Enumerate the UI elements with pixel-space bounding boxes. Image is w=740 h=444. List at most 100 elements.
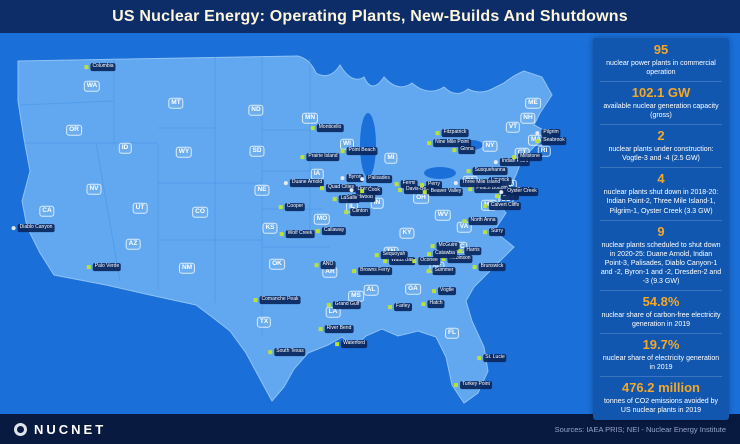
stat-block: 476.2 million tonnes of CO2 emissions avo… — [600, 376, 722, 415]
plant-marker: Calvert Cliffs — [482, 202, 522, 210]
operating-plant-icon — [314, 263, 319, 267]
plant-marker: Diablo Canyon — [11, 224, 55, 232]
shutdown-plant-icon — [340, 176, 345, 180]
plant-name: Palo Verde — [92, 263, 122, 271]
state-label-mi: MI — [384, 152, 398, 164]
plant-marker: Catawba — [427, 250, 457, 258]
shutdown-plant-icon — [493, 160, 498, 164]
state-label-ks: KS — [262, 222, 278, 234]
operating-plant-icon — [344, 210, 349, 214]
plant-name: Robinson — [447, 255, 473, 263]
stat-block: 54.8% nuclear share of carbon-free electr… — [600, 290, 722, 329]
plant-name: Grand Gulf — [332, 301, 362, 309]
plant-name: Browns Ferry — [358, 267, 392, 275]
plant-name: Prairie Island — [306, 153, 340, 161]
state-label-or: OR — [66, 124, 82, 136]
plant-marker: Susquehanna — [466, 167, 508, 175]
plant-marker: Fitzpatrick — [435, 129, 469, 137]
operating-plant-icon — [352, 269, 357, 273]
plant-marker: LaSalle — [332, 195, 360, 203]
plant-marker: Callaway — [315, 227, 347, 235]
plant-marker: South Texas — [268, 348, 306, 356]
plant-name: Millstone — [518, 153, 542, 161]
state-label-me: ME — [525, 97, 541, 109]
stat-value: 54.8% — [642, 294, 680, 309]
plant-name: Cook — [366, 187, 382, 195]
plant-name: River Bend — [324, 325, 354, 333]
plant-marker: Hatch — [421, 300, 445, 308]
stat-value: 4 — [657, 171, 665, 187]
brand-name: NUCNET — [34, 421, 107, 437]
operating-plant-icon — [360, 189, 365, 193]
state-label-ia: IA — [310, 168, 324, 180]
operating-plant-icon — [432, 289, 437, 293]
state-label-vt: VT — [505, 121, 521, 133]
plant-name: South Texas — [274, 348, 306, 356]
plant-marker: Robinson — [441, 255, 473, 263]
shutdown-plant-icon — [535, 131, 540, 135]
plant-name: Hatch — [427, 300, 445, 308]
plant-marker: Cook — [360, 187, 382, 195]
state-label-nd: ND — [248, 104, 264, 116]
plant-name: Ginna — [458, 146, 476, 154]
plant-name: Farley — [394, 303, 412, 311]
state-label-mt: MT — [168, 97, 184, 109]
plant-marker: Grand Gulf — [326, 301, 362, 309]
plant-marker: Peach Bottom — [468, 185, 510, 193]
plant-name: Three Mile Island — [459, 179, 503, 187]
plant-marker: Waterford — [335, 340, 367, 348]
plant-marker: Ginna — [452, 146, 476, 154]
stat-value: 2 — [657, 128, 665, 144]
plant-marker: Harris — [458, 247, 482, 255]
stat-value: 95 — [653, 42, 669, 57]
plant-marker: Clinton — [344, 208, 370, 216]
shutdown-plant-icon — [283, 181, 288, 185]
stat-description: nuclear share of carbon-free electricity… — [601, 311, 721, 329]
plant-name: ANO — [320, 261, 336, 269]
plant-name: Seabrook — [541, 137, 567, 145]
plant-marker: Davis-Besse — [397, 186, 437, 194]
brand: NUCNET — [14, 422, 106, 437]
plant-marker: Fermi — [394, 180, 418, 188]
plant-name: St. Lucie — [483, 354, 507, 362]
plant-name: Braidwood — [347, 194, 375, 202]
plant-marker: Turkey Point — [454, 381, 492, 389]
operating-plant-icon — [454, 383, 459, 387]
plant-name: Davis-Besse — [403, 186, 437, 194]
plant-marker: Watts Bar — [383, 257, 415, 265]
operating-plant-icon — [388, 305, 393, 309]
plant-name: Byron — [346, 174, 364, 182]
state-label-ms: MS — [348, 290, 364, 302]
plant-name: Watts Bar — [389, 257, 415, 265]
plant-name: Palisades — [366, 175, 392, 183]
plant-name: Brunswick — [478, 263, 506, 271]
plant-name: Comanche Peak — [259, 296, 301, 304]
sources-text: Sources: IAEA PRIS; NEI - Nuclear Energy… — [554, 424, 726, 434]
plant-name: Callaway — [321, 227, 347, 235]
stat-block: 19.7% nuclear share of electricity genera… — [600, 333, 722, 372]
operating-plant-icon — [483, 230, 488, 234]
plant-marker: Oconee — [412, 257, 440, 265]
state-label-az: AZ — [125, 238, 141, 250]
state-label-mo: MO — [313, 213, 331, 225]
plant-name: Point Beach — [346, 147, 378, 155]
plant-marker: Farley — [388, 303, 412, 311]
plant-marker: Indian Point — [493, 158, 531, 166]
plant-marker: Beaver Valley — [422, 188, 464, 196]
page-title: US Nuclear Energy: Operating Plants, New… — [112, 7, 628, 25]
operating-plant-icon — [279, 232, 284, 236]
stat-description: available nuclear generation capacity (g… — [603, 103, 719, 120]
operating-plant-icon — [435, 131, 440, 135]
state-label-nv: NV — [86, 183, 102, 195]
shutdown-plant-icon — [11, 226, 16, 230]
plant-name: Vogtle — [438, 287, 456, 295]
plant-marker: Point Beach — [340, 147, 378, 155]
plant-marker: Palisades — [360, 175, 392, 183]
plant-name: Fitzpatrick — [441, 129, 469, 137]
stat-description: nuclear share of electricity generation … — [602, 355, 720, 372]
plant-marker: Browns Ferry — [352, 267, 392, 275]
plant-name: Oyster Creek — [505, 188, 539, 196]
plant-marker: Nine Mile Point — [427, 139, 471, 147]
state-label-ga: GA — [405, 283, 421, 295]
